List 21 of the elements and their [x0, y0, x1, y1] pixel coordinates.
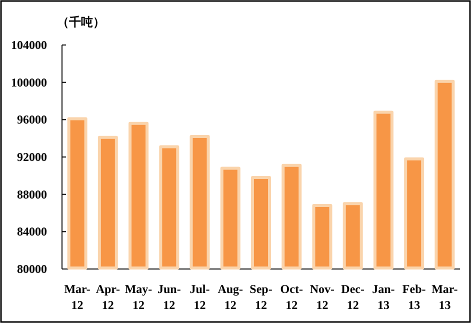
x-tick-label: Jun-12 — [157, 282, 181, 312]
x-tick-label: Dec-12 — [341, 282, 365, 312]
y-tick-label: 92000 — [17, 150, 47, 164]
x-tick-label: Jan-13 — [372, 282, 395, 312]
y-tick-label: 100000 — [11, 75, 47, 90]
x-tick-label: Feb-13 — [402, 282, 426, 312]
x-tick-label: Aug-12 — [218, 282, 244, 312]
x-tick-label: Oct-12 — [280, 282, 303, 312]
x-tick-label: May-12 — [124, 282, 152, 312]
y-tick-label: 80000 — [17, 262, 47, 276]
y-tick-label: 84000 — [17, 224, 47, 239]
x-tick-label: Sep-12 — [250, 282, 272, 312]
x-tick-label: Mar-13 — [432, 282, 458, 312]
y-axis-title: （千吨） — [57, 15, 105, 29]
x-tick-label: Nov-12 — [310, 282, 335, 312]
x-tick-label: Jul-12 — [190, 282, 210, 312]
x-tick-label: Apr-12 — [96, 282, 120, 312]
y-tick-label: 104000 — [11, 38, 47, 52]
y-tick-label: 96000 — [17, 112, 47, 127]
y-tick-label: 88000 — [17, 187, 47, 202]
x-tick-label: Mar-12 — [64, 282, 90, 312]
